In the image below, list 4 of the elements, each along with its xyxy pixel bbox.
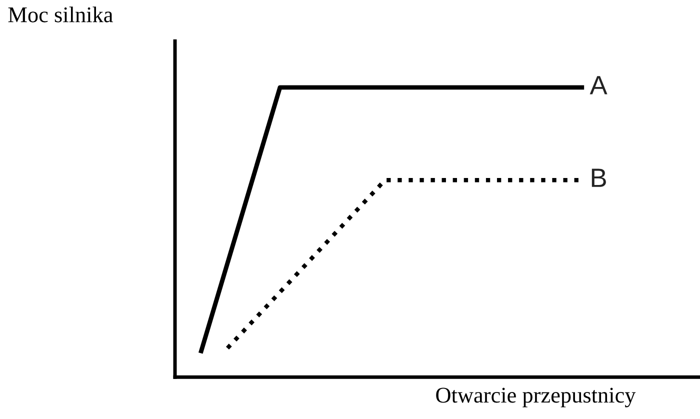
series-label: B [592,168,606,187]
series-label: A [590,76,608,94]
x-axis-title: Otwarcie przepustnicy [436,388,636,408]
y-axis-title: Moc silnika [8,6,113,22]
